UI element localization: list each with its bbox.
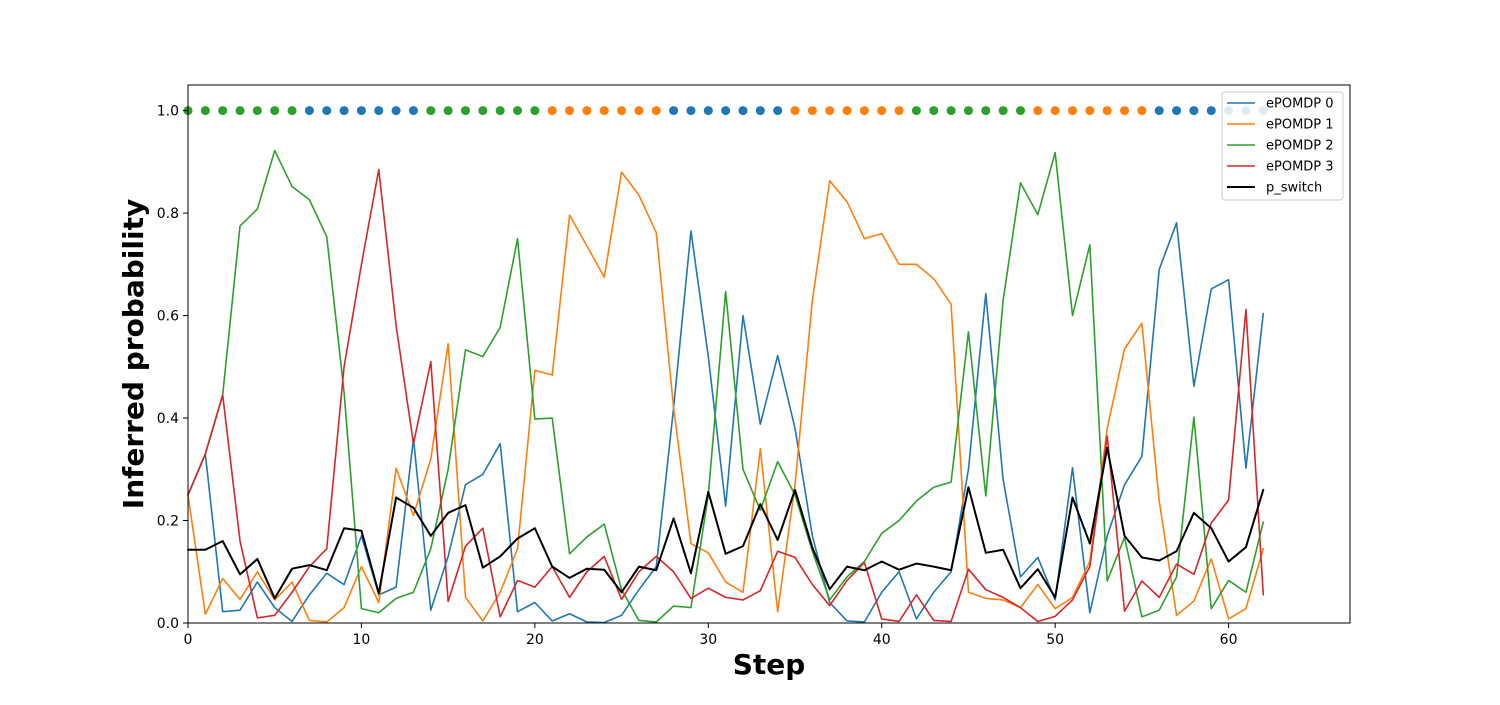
- legend-box: [1221, 91, 1344, 201]
- legend-label-2: ePOMDP 2: [1266, 139, 1334, 154]
- state-marker-49: [1033, 106, 1043, 116]
- state-marker-10: [356, 106, 366, 116]
- state-marker-33: [755, 106, 765, 116]
- state-marker-45: [963, 106, 973, 116]
- state-marker-54: [1120, 106, 1130, 116]
- plot-frame: [187, 84, 1351, 624]
- series-line-0: [187, 222, 1265, 624]
- state-marker-8: [322, 106, 332, 116]
- series-line-1: [187, 171, 1265, 623]
- state-marker-3: [235, 106, 245, 116]
- state-marker-23: [582, 106, 592, 116]
- series-line-4: [187, 446, 1265, 600]
- state-marker-55: [1137, 106, 1147, 116]
- state-marker-31: [721, 106, 731, 116]
- state-marker-7: [304, 106, 314, 116]
- state-marker-13: [408, 106, 418, 116]
- x-axis-label: Step: [733, 648, 806, 681]
- legend: ePOMDP 0 ePOMDP 1 ePOMDP 2 ePOMDP 3 p_switch: [1221, 91, 1344, 201]
- state-marker-24: [599, 106, 609, 116]
- state-marker-6: [287, 106, 297, 116]
- state-marker-25: [617, 106, 627, 116]
- state-marker-12: [391, 106, 401, 116]
- marker-layer: [183, 106, 1268, 116]
- series-layer: [187, 149, 1265, 624]
- x-tick-label-2: 20: [526, 632, 544, 648]
- series-line-3: [187, 168, 1265, 623]
- state-marker-1: [200, 106, 210, 116]
- state-marker-34: [773, 106, 783, 116]
- state-marker-32: [738, 106, 748, 116]
- state-marker-26: [634, 106, 644, 116]
- y-tick-label-0: 0.0: [157, 616, 179, 632]
- state-marker-2: [218, 106, 228, 116]
- series-line-2: [187, 149, 1265, 623]
- x-tick-label-1: 10: [353, 632, 371, 648]
- state-marker-50: [1050, 106, 1060, 116]
- state-marker-15: [443, 106, 453, 116]
- state-marker-43: [929, 106, 939, 116]
- state-marker-22: [565, 106, 575, 116]
- state-marker-51: [1068, 106, 1078, 116]
- legend-label-0: ePOMDP 0: [1266, 97, 1334, 112]
- state-marker-14: [426, 106, 436, 116]
- state-marker-39: [859, 106, 869, 116]
- state-marker-58: [1189, 106, 1199, 116]
- x-tick-label-4: 40: [873, 632, 891, 648]
- y-tick-label-4: 0.8: [157, 206, 179, 222]
- state-marker-48: [1015, 106, 1025, 116]
- state-marker-35: [790, 106, 800, 116]
- y-tick-label-3: 0.6: [157, 309, 179, 325]
- state-marker-30: [703, 106, 713, 116]
- state-marker-47: [998, 106, 1008, 116]
- state-marker-57: [1172, 106, 1182, 116]
- state-marker-16: [460, 106, 470, 116]
- tick-layer: 0 10 20 30 40 50 60 0.0 0.2 0.4 0.6 0.8 1.0: [157, 104, 1238, 648]
- state-marker-11: [374, 106, 384, 116]
- state-marker-40: [877, 106, 887, 116]
- state-marker-28: [669, 106, 679, 116]
- x-tick-label-6: 60: [1220, 632, 1238, 648]
- state-marker-37: [825, 106, 835, 116]
- state-marker-52: [1085, 106, 1095, 116]
- state-marker-38: [842, 106, 852, 116]
- state-marker-36: [807, 106, 817, 116]
- legend-label-1: ePOMDP 1: [1266, 118, 1334, 133]
- state-marker-4: [252, 106, 262, 116]
- y-tick-label-1: 0.2: [157, 514, 179, 530]
- legend-label-3: ePOMDP 3: [1266, 160, 1334, 175]
- state-marker-46: [981, 106, 991, 116]
- state-marker-9: [339, 106, 349, 116]
- state-marker-17: [478, 106, 488, 116]
- state-marker-5: [270, 106, 280, 116]
- state-marker-59: [1206, 106, 1216, 116]
- state-marker-20: [530, 106, 540, 116]
- state-marker-42: [911, 106, 921, 116]
- x-tick-label-3: 30: [699, 632, 717, 648]
- y-tick-label-5: 1.0: [157, 104, 179, 120]
- state-marker-18: [495, 106, 505, 116]
- y-axis-label: Inferred probability: [117, 199, 150, 509]
- state-marker-44: [946, 106, 956, 116]
- legend-label-4: p_switch: [1266, 181, 1322, 196]
- state-marker-27: [651, 106, 661, 116]
- x-tick-label-0: 0: [184, 632, 193, 648]
- state-marker-19: [513, 106, 523, 116]
- state-marker-56: [1154, 106, 1164, 116]
- y-tick-label-2: 0.4: [157, 411, 179, 427]
- x-tick-label-5: 50: [1046, 632, 1064, 648]
- state-marker-29: [686, 106, 696, 116]
- state-marker-41: [894, 106, 904, 116]
- state-marker-53: [1102, 106, 1112, 116]
- state-marker-21: [547, 106, 557, 116]
